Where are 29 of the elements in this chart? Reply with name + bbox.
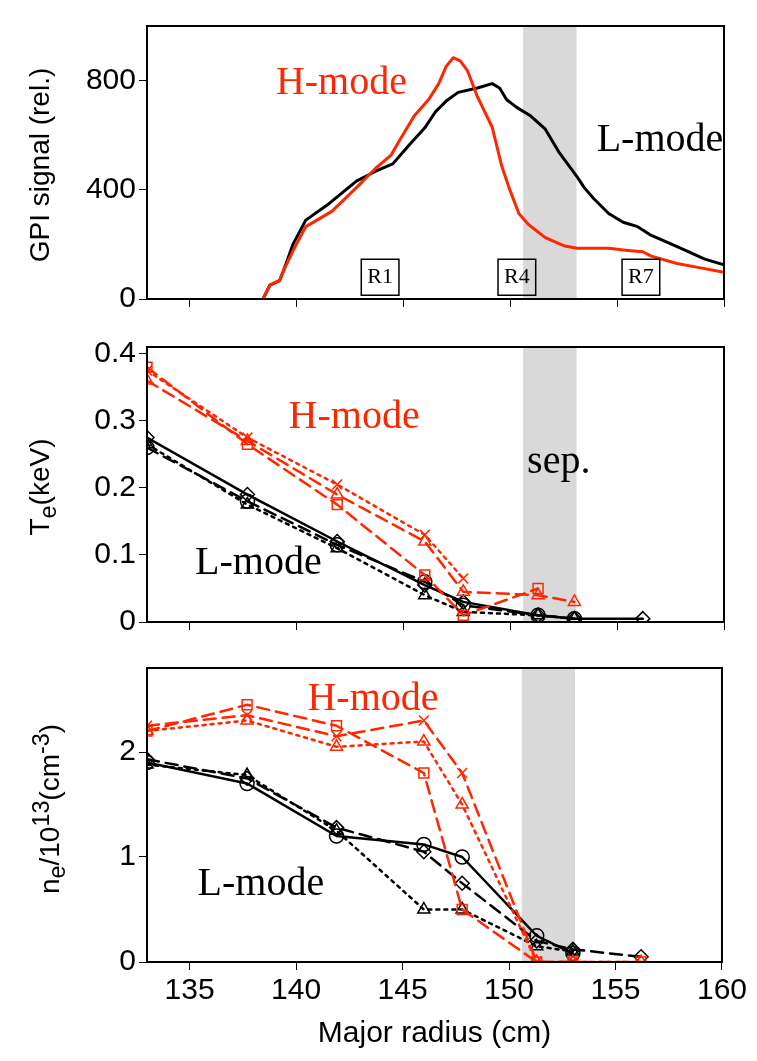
y-tick-label: 0 (119, 943, 136, 977)
series-label: L-mode (195, 538, 322, 584)
series-label: L-mode (596, 114, 724, 160)
x-tick-label: 150 (483, 972, 535, 1006)
series-label: H-mode (288, 391, 420, 437)
annotation: R7 (628, 262, 654, 288)
x-tick-label: 135 (164, 972, 215, 1006)
series-label: H-mode (307, 673, 439, 719)
y-tick-label: 400 (85, 171, 136, 205)
x-tick-label: 145 (377, 972, 428, 1006)
y-tick-label: 0 (119, 603, 136, 637)
annotation: R4 (504, 262, 530, 288)
y-axis-title: GPI signal (rel.) (23, 66, 56, 265)
x-axis-title: Major radius (cm) (317, 1015, 552, 1049)
y-tick-label: 1 (119, 838, 136, 872)
y-tick-label: 0.4 (94, 334, 136, 368)
y-tick-label: 0.1 (94, 536, 136, 570)
x-tick-label: 140 (271, 972, 322, 1006)
x-tick-label: 155 (590, 972, 641, 1006)
series-label: L-mode (197, 858, 325, 904)
y-tick-label: 800 (85, 61, 136, 95)
series-label: H-mode (275, 57, 407, 103)
x-tick-label: 160 (696, 972, 747, 1006)
band-label: sep. (527, 437, 591, 482)
y-tick-label: 0.2 (94, 469, 136, 503)
annotation: R1 (367, 262, 393, 288)
y-tick-label: 0.3 (94, 402, 136, 436)
y-tick-label: 0 (119, 280, 136, 314)
y-tick-label: 2 (119, 733, 136, 767)
